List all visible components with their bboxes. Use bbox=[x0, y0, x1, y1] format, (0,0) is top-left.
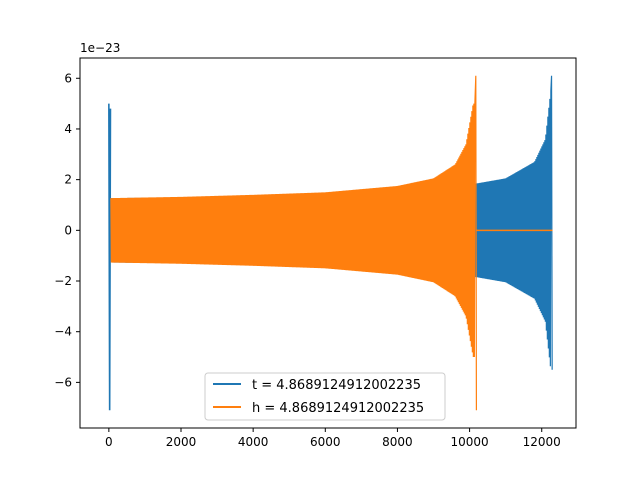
series-spike-t bbox=[108, 103, 112, 411]
plot-area bbox=[108, 75, 553, 411]
y-offset-label: 1e−23 bbox=[80, 41, 120, 55]
x-tick-label: 10000 bbox=[450, 435, 488, 449]
legend-label-t: t = 4.8689124912002235 bbox=[252, 378, 421, 393]
legend: t = 4.8689124912002235 h = 4.86891249120… bbox=[204, 372, 446, 421]
x-axis: 0 2000 4000 6000 8000 10000 12000 bbox=[105, 428, 561, 449]
x-tick-label: 8000 bbox=[382, 435, 413, 449]
y-tick-label: 4 bbox=[64, 122, 72, 136]
legend-frame bbox=[204, 372, 446, 421]
y-axis: −6 −4 −2 0 2 4 6 bbox=[54, 71, 80, 389]
y-tick-label: 6 bbox=[64, 71, 72, 85]
series-line-h bbox=[110, 75, 477, 411]
y-tick-label: −2 bbox=[54, 274, 72, 288]
y-tick-label: 0 bbox=[64, 223, 72, 237]
x-tick-label: 2000 bbox=[166, 435, 197, 449]
x-tick-label: 0 bbox=[105, 435, 113, 449]
x-tick-label: 6000 bbox=[310, 435, 341, 449]
x-tick-label: 4000 bbox=[238, 435, 269, 449]
x-tick-label: 12000 bbox=[523, 435, 561, 449]
legend-label-h: h = 4.8689124912002235 bbox=[252, 401, 424, 416]
y-tick-label: −6 bbox=[54, 375, 72, 389]
axes-frame bbox=[79, 57, 577, 429]
y-tick-label: 2 bbox=[64, 173, 72, 187]
y-tick-label: −4 bbox=[54, 325, 72, 339]
